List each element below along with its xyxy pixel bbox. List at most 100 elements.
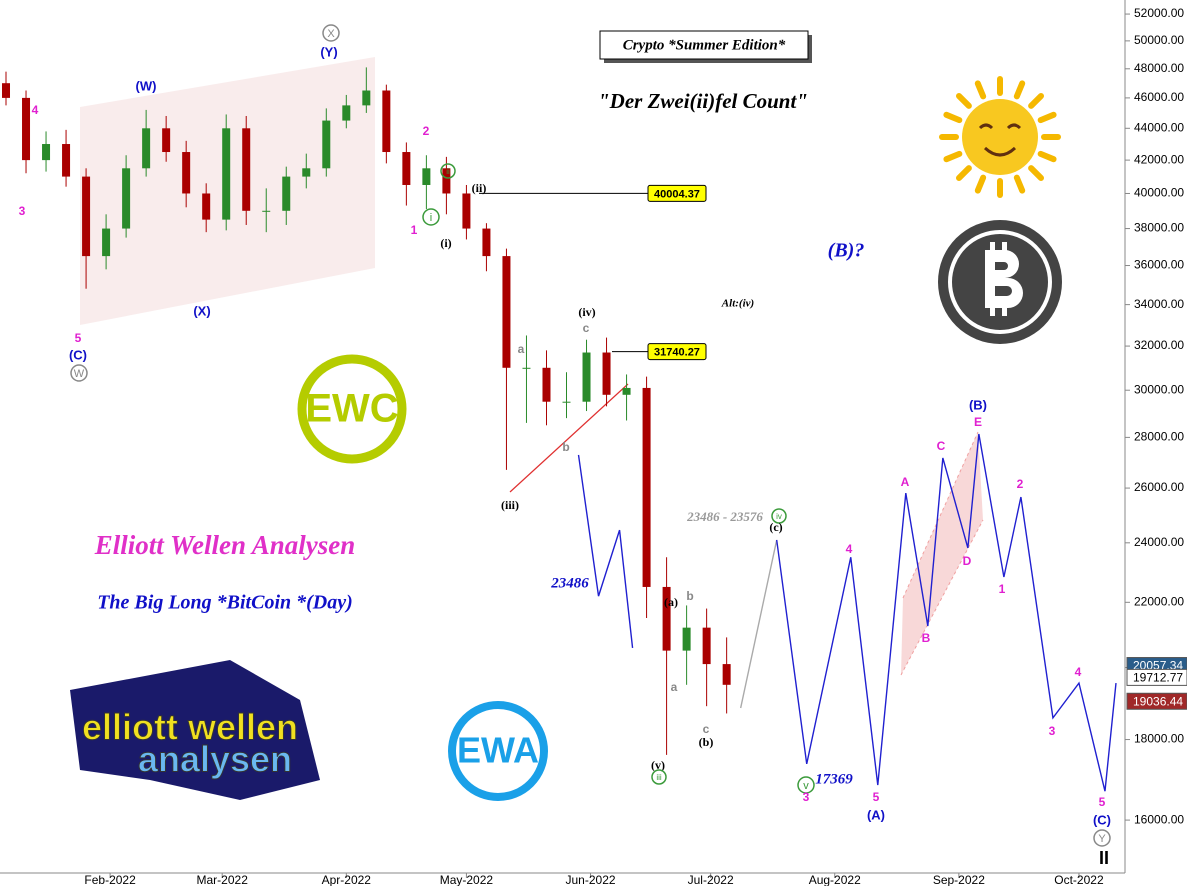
level-box	[647, 343, 707, 361]
y-tick-label: 40000.00	[1134, 186, 1184, 200]
wave-circle	[422, 208, 440, 226]
brand: Elliott Wellen Analysen	[94, 530, 356, 560]
candle-body	[562, 401, 571, 403]
wave-label: D	[963, 554, 972, 568]
sun-smile	[983, 146, 1017, 157]
target: 17369	[815, 771, 853, 787]
candle-body	[2, 83, 11, 98]
wave-label: b	[686, 589, 693, 603]
x-tick-label: Aug-2022	[809, 873, 861, 886]
wave-circle	[771, 508, 787, 524]
wave-label: (X)	[193, 303, 210, 318]
candle-body	[622, 387, 631, 395]
wave-label: iii	[656, 773, 662, 782]
wave-label: 5	[1099, 795, 1106, 809]
wave-label: X	[327, 28, 335, 40]
sun-ray	[1013, 80, 1026, 100]
wave-label: A	[901, 475, 910, 489]
candle-body	[502, 256, 511, 368]
wave-label: b	[562, 440, 569, 454]
triangle-edge	[900, 519, 984, 676]
target: 23486	[550, 575, 589, 591]
headline: "Der Zwei(ii)fel Count"	[598, 89, 808, 113]
edition: Crypto *Summer Edition*	[623, 37, 786, 53]
y-tick-label: 34000.00	[1134, 297, 1184, 311]
candle-body	[482, 228, 491, 257]
ewc-logo: EWC	[305, 387, 398, 431]
wave-label: (iii)	[501, 498, 519, 512]
wave-label: (iv)	[578, 305, 595, 319]
ewa-ring	[448, 701, 548, 801]
wave-label: (Y)	[320, 44, 337, 59]
wave-label: (v)	[651, 758, 665, 772]
y-tick-label: 44000.00	[1134, 120, 1184, 134]
candle-body	[422, 168, 431, 185]
wave-label: II	[1099, 848, 1109, 868]
logo-text: analysen	[138, 739, 292, 780]
candle-body	[42, 144, 51, 161]
level-label: 40004.37	[654, 188, 700, 200]
wave-label: 2	[1017, 477, 1024, 491]
wave-label: 5	[75, 331, 82, 345]
y-tick-label: 30000.00	[1134, 382, 1184, 396]
wave-circle	[797, 776, 815, 794]
logo-text: elliott wellen	[82, 707, 298, 748]
y-tick-label: 46000.00	[1134, 90, 1184, 104]
candle-body	[242, 128, 251, 211]
sun-ray	[1028, 92, 1045, 109]
candle-body	[22, 97, 31, 161]
ewc-ring	[297, 354, 407, 464]
price-tag	[1126, 668, 1187, 686]
wave-label: (C)	[69, 347, 87, 362]
candle-body	[282, 176, 291, 211]
wave-label: 1	[999, 582, 1006, 596]
bitcoin-icon	[938, 220, 1062, 344]
y-tick-label: 22000.00	[1134, 594, 1184, 608]
wave-circle	[651, 769, 667, 785]
sun-eye	[978, 123, 1022, 130]
candle-body	[602, 352, 611, 395]
wave-label: iv	[776, 512, 782, 521]
y-tick-label: 18000.00	[1134, 732, 1184, 746]
wave-label: (i)	[440, 236, 451, 250]
candle-body	[702, 627, 711, 665]
flag	[70, 660, 320, 800]
projection-line	[775, 433, 1117, 792]
candle-body	[362, 90, 371, 106]
wave-label: (W)	[136, 78, 157, 93]
wave-label: C	[937, 439, 946, 453]
sun-ray	[955, 92, 972, 109]
candle-body	[342, 105, 351, 121]
wave-circle	[322, 24, 340, 42]
x-tick-label: Oct-2022	[1054, 873, 1104, 886]
wave-label: a	[518, 342, 525, 356]
range: 23486 - 23576	[686, 509, 763, 524]
candle-body	[722, 664, 731, 685]
y-tick-label: 28000.00	[1134, 430, 1184, 444]
candle-body	[302, 168, 311, 177]
y-tick-label: 42000.00	[1134, 152, 1184, 166]
triangle-shade	[901, 432, 983, 675]
wave-label: 3	[19, 204, 26, 218]
wave-label: 5	[873, 790, 880, 804]
y-tick-label: 24000.00	[1134, 535, 1184, 549]
y-tick-label: 16000.00	[1134, 812, 1184, 826]
sun-ray	[974, 174, 987, 194]
x-tick-label: Apr-2022	[322, 873, 372, 886]
wave-label: ii	[446, 167, 450, 176]
wave-label: a	[671, 680, 678, 694]
triangle-edge	[902, 431, 979, 599]
candle-body	[582, 352, 591, 402]
candle-body	[222, 128, 231, 220]
wave-label: Y	[1098, 833, 1106, 845]
y-tick-label: 36000.00	[1134, 258, 1184, 272]
candle-body	[322, 120, 331, 169]
price-tag	[1126, 692, 1187, 710]
edition-box	[599, 30, 809, 60]
wave-label: (a)	[664, 595, 678, 609]
wave-label: 1	[411, 223, 418, 237]
wave-label: 4	[846, 542, 853, 556]
candle-body	[542, 367, 551, 402]
wave-label: (A)	[867, 807, 885, 822]
wave-label: i	[430, 212, 432, 224]
